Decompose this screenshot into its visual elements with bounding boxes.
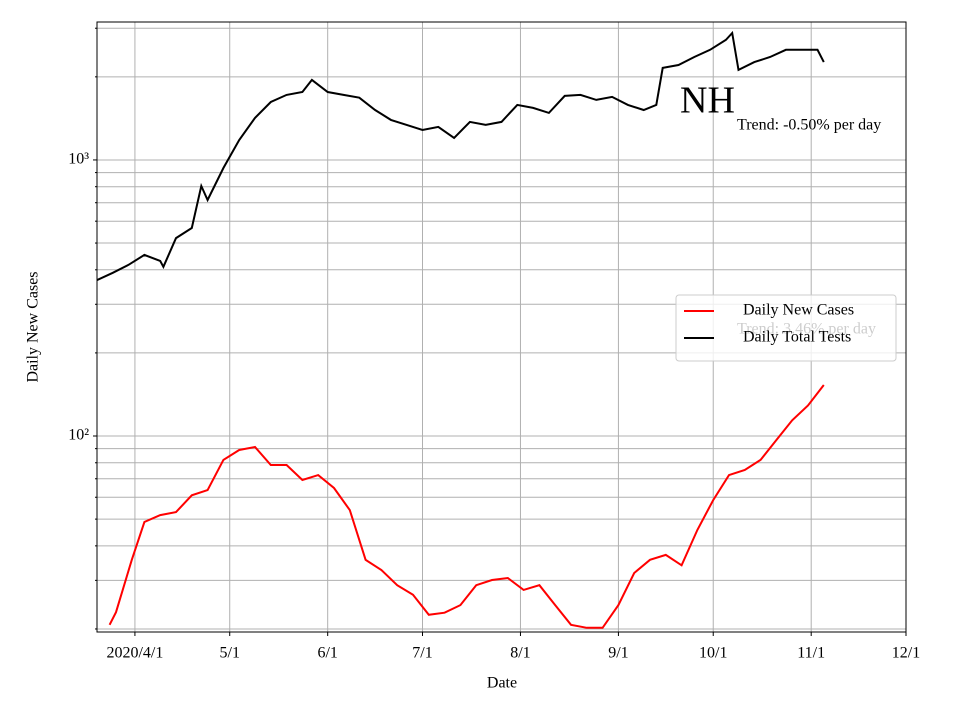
x-tick-label: 7/1: [412, 645, 432, 662]
chart-title: NH: [680, 80, 735, 122]
series-line: [97, 30, 825, 282]
y-tick-label: 10²: [68, 427, 89, 444]
x-tick-label: 9/1: [608, 645, 628, 662]
series-line: [108, 384, 825, 629]
x-axis-label: Date: [487, 675, 517, 692]
x-tick-label: 11/1: [797, 645, 825, 662]
y-axis-label: Daily New Cases: [25, 271, 42, 382]
x-tick-label: 6/1: [317, 645, 337, 662]
legend: [675, 294, 897, 362]
annotation: Trend: -0.50% per day: [737, 117, 881, 134]
x-tick-label: 5/1: [220, 645, 240, 662]
x-tick-label: 2020/4/1: [106, 645, 163, 662]
x-tick-label: 10/1: [699, 645, 727, 662]
y-tick-label: 10³: [68, 151, 89, 168]
x-tick-label: 12/1: [892, 645, 920, 662]
plot-frame: [96, 21, 907, 633]
legend-label: Daily New Cases: [743, 302, 854, 319]
x-tick-label: 8/1: [510, 645, 530, 662]
legend-label: Daily Total Tests: [743, 329, 851, 346]
